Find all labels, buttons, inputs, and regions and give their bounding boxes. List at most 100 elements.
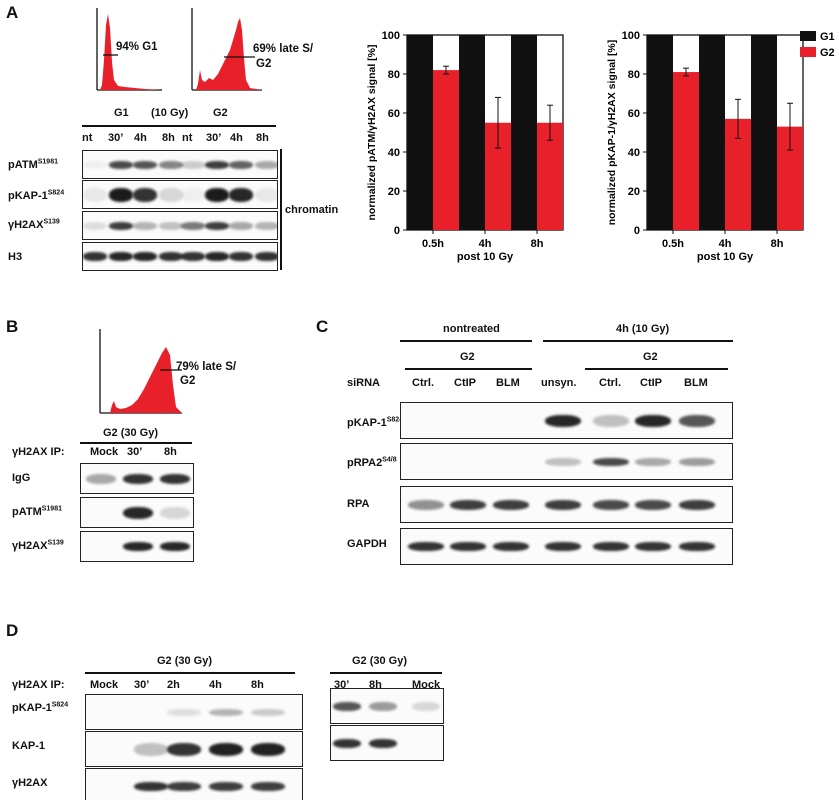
blot-band: [167, 708, 201, 716]
blot-band: [450, 499, 486, 510]
blot-row-label-text: GAPDH: [347, 538, 387, 550]
blot-band: [86, 473, 116, 484]
blot-band: [167, 742, 201, 756]
blot-band: [251, 742, 285, 756]
blot-band: [251, 708, 285, 716]
blot-strip: [330, 725, 444, 761]
blot-band: [181, 160, 205, 169]
blot-row-label-text: pKAP-1: [12, 702, 52, 714]
blot-band: [123, 473, 153, 484]
blot-band: [255, 160, 277, 169]
blot-row-label-text: pRPA2: [347, 457, 383, 469]
blot-band: [83, 252, 107, 261]
panel-d-condition-left: G2 (30 Gy): [157, 655, 213, 667]
blot-strip: [400, 443, 733, 480]
panel-b-histogram-label-line1: 79% late S/: [176, 361, 237, 373]
blot-row-label-site: S139: [47, 539, 64, 547]
blot-band: [181, 252, 205, 261]
blot-band: [160, 542, 190, 551]
y-tick-label: 20: [628, 186, 640, 198]
blot-row-label: IgG: [12, 473, 30, 484]
blot-band: [369, 738, 397, 748]
x-axis-label: post 10 Gy: [697, 251, 754, 263]
bar-g1: [647, 35, 673, 230]
blot-band: [83, 187, 107, 202]
blot-strip: [82, 211, 278, 240]
blot-strip: [400, 486, 733, 523]
blot-row-label-site: S139: [43, 218, 60, 226]
panel-c-unsyn-label: unsyn.: [541, 377, 577, 389]
chromatin-bracket: [280, 149, 282, 270]
y-tick-label: 80: [628, 69, 640, 81]
y-tick-label: 100: [382, 30, 400, 42]
blot-band: [229, 252, 253, 261]
lane-label: Mock: [90, 679, 119, 691]
panel-c-g2-right: G2: [643, 351, 658, 363]
lane-label: CtIP: [454, 377, 476, 389]
dose-label: (10 Gy): [151, 107, 189, 119]
x-axis-label: post 10 Gy: [457, 251, 514, 263]
blot-band: [545, 457, 581, 466]
panel-letter-c: C: [316, 317, 329, 336]
y-axis-label: normalized pATM/γH2AX signal [%]: [366, 45, 378, 221]
blot-band: [159, 252, 183, 261]
blot-band: [133, 187, 157, 202]
blot-band: [450, 542, 486, 551]
blot-strip: [85, 731, 303, 767]
blot-band: [679, 414, 715, 427]
blot-row-label: pATMS1981: [12, 505, 62, 518]
panel-b-ip-label: γH2AX IP:: [12, 446, 65, 458]
blot-row-label: γH2AX: [12, 778, 47, 789]
blot-band: [369, 701, 397, 711]
lane-label: 30’: [206, 132, 222, 144]
blot-strip: [400, 528, 733, 565]
panel-c-g2-left: G2: [460, 351, 475, 363]
blot-row-label-text: pKAP-1: [347, 417, 387, 429]
blot-row-label-site: S824: [51, 701, 69, 709]
blot-row-label: pKAP-1S824: [8, 189, 64, 202]
blot-band: [593, 542, 629, 551]
panel-c-nontreated-label: nontreated: [443, 323, 500, 335]
blot-band: [134, 742, 168, 756]
blot-band: [209, 708, 243, 716]
blot-band: [133, 252, 157, 261]
blot-band: [679, 499, 715, 510]
blot-row-label-text: pATM: [12, 506, 42, 518]
blot-row-label-site: S824: [386, 416, 404, 424]
blot-band: [679, 542, 715, 551]
blot-band: [109, 221, 133, 230]
lane-label: 30’: [108, 132, 124, 144]
blot-band: [545, 542, 581, 551]
blot-row-label: pKAP-1S824: [347, 416, 404, 429]
x-tick-label: 0.5h: [662, 238, 684, 250]
blot-band: [109, 187, 133, 202]
blot-row-label: γH2AXS139: [12, 539, 64, 552]
blot-row-label-text: RPA: [347, 498, 370, 510]
y-tick-label: 80: [388, 69, 400, 81]
panel-d-ip-label: γH2AX IP:: [12, 679, 65, 691]
lane-label: 4h: [230, 132, 243, 144]
blot-row-label-text: γH2AX: [12, 540, 48, 552]
blot-strip: [82, 180, 278, 209]
bar-chart-pkap1: 0 20 40 60 80 100 normalized pKAP-1/γH2AX sign…: [606, 30, 835, 263]
blot-band: [635, 457, 671, 466]
lane-label: 8h: [369, 679, 382, 691]
lane-label: 8h: [164, 446, 177, 458]
blot-row-label-text: KAP-1: [12, 740, 46, 752]
lane-label: nt: [182, 132, 193, 144]
lane-label: 4h: [209, 679, 222, 691]
bar-chart-patm: 0 20 40 60 80 100 normalized pATM/γH2AX signal…: [366, 30, 564, 263]
lane-label: BLM: [496, 377, 520, 389]
blot-band: [134, 781, 168, 791]
x-tick-label: 8h: [531, 238, 544, 250]
lane-label: 30’: [127, 446, 143, 458]
blot-row-label-text: pATM: [8, 159, 38, 171]
blot-band: [635, 542, 671, 551]
blot-band: [412, 701, 440, 711]
blot-strip: [400, 402, 733, 439]
panel-letter-b: B: [6, 317, 19, 336]
blot-row-label: GAPDH: [347, 539, 387, 550]
blot-band: [159, 160, 183, 169]
legend-swatch-g2: [800, 47, 816, 57]
